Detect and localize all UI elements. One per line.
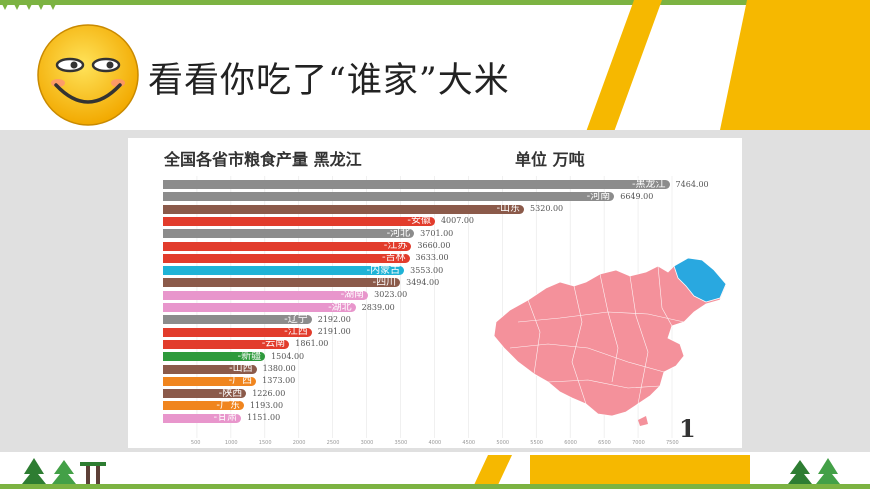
chart-title: 全国各省市粮食产量 黑龙江 [164,150,362,169]
bar-category-label: -吉林 [381,252,406,264]
bar [163,290,369,300]
bar [163,352,266,362]
chart-unit-label: 单位 万吨 [515,150,585,169]
bar-category-label: -广西 [228,375,253,387]
bar [163,204,525,214]
decor-block-bottom [530,455,750,489]
x-tick-label: 2500 [326,440,340,446]
bar-value-label: 1373.00 [262,376,296,386]
bar-category-label: -山东 [496,203,521,215]
bar-category-label: -内蒙古 [366,264,401,276]
bar-category-label: -广东 [216,399,240,411]
bar [163,364,257,374]
top-accent-stripe [0,0,870,5]
x-tick-label: 500 [190,440,201,446]
bar [163,241,412,251]
bar-category-label: -河南 [586,190,611,202]
bar-category-label: -陕西 [218,387,243,399]
bar [163,303,356,312]
bar-value-label: 4007.00 [440,216,475,226]
bar-category-label: -黑龙江 [631,178,666,190]
bar [163,376,257,386]
x-tick-label: 1000 [224,440,238,446]
bar-value-label: 2839.00 [361,302,395,312]
x-tick-label: 6500 [598,440,611,446]
bar-value-label: 1193.00 [249,400,284,410]
bar-value-label: 3701.00 [420,228,454,238]
bar [163,253,410,263]
bar-category-label: -湖北 [328,301,352,313]
bar-category-label: -安徽 [407,215,431,227]
bar [163,216,435,226]
bar-category-label: -山西 [229,363,253,374]
bar-value-label: 1380.00 [262,364,296,373]
bar-value-label: 3660.00 [417,241,451,250]
bar-value-label: 1151.00 [247,413,281,423]
bar-category-label: -江苏 [383,240,408,251]
x-tick-label: 3500 [394,440,408,446]
bar [163,180,670,189]
top-left-tree-pattern-icon [0,0,58,10]
x-tick-label: 4500 [462,440,476,446]
bar [163,229,415,239]
bar [163,401,244,411]
bar-value-label: 3494.00 [406,277,440,287]
bar-value-label: 1226.00 [252,388,286,398]
tree-left-icon [22,458,106,488]
bar-category-label: -四川 [372,276,397,288]
china-map-icon [493,257,727,426]
bar-value-label: 3023.00 [374,290,408,300]
bar-value-label: 1861.00 [295,339,329,349]
decor-slash-left [586,0,662,130]
bar-category-label: -甘肃 [213,412,238,424]
x-tick-label: 7000 [632,440,645,446]
bar-category-label: -新疆 [237,350,262,362]
bar [163,266,405,276]
bar-value-label: 2191.00 [317,327,351,337]
bar-value-label: 6649.00 [620,191,654,201]
x-tick-label: 5500 [530,440,543,446]
frame-label: 1 [679,414,696,443]
bar-category-label: -辽宁 [284,313,308,325]
bar-value-label: 2192.00 [317,314,351,324]
bar [163,327,312,337]
bar-category-label: -河北 [386,227,411,239]
bar-category-label: -江西 [284,326,308,338]
bar-value-label: 1504.00 [271,351,305,361]
slide-title: 看看你吃了“谁家”大米 [148,61,510,101]
bar [163,192,615,202]
bar-value-label: 3553.00 [410,265,444,275]
x-tick-label: 4000 [428,440,442,446]
x-tick-label: 6000 [564,440,577,446]
bar-category-label: -湖南 [340,289,365,301]
x-tick-label: 1500 [258,440,272,446]
bar-value-label: 7464.00 [675,179,709,189]
x-tick-label: 7500 [666,440,679,446]
bar-value-label: 3633.00 [415,253,449,263]
x-tick-label: 5000 [496,440,510,446]
bar-value-label: 5320.00 [530,204,564,214]
bar [163,339,290,349]
bar [163,413,242,423]
bar [163,278,401,288]
bar-category-label: -云南 [261,338,286,350]
x-tick-label: 3000 [360,440,374,446]
bar [163,389,247,399]
x-tick-label: 2000 [292,440,306,446]
smiley-face-icon [37,24,139,126]
bottom-accent-stripe [0,484,870,489]
decor-block-right [720,0,870,130]
bar [163,315,312,325]
